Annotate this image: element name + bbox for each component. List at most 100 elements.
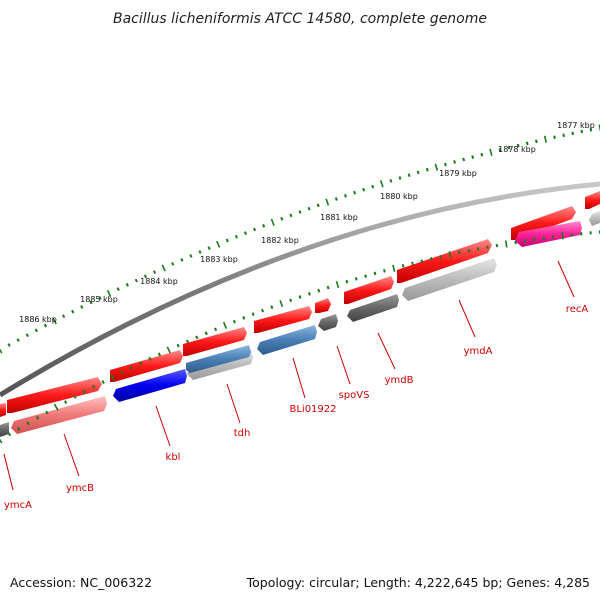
inner-tick-54: [504, 240, 508, 248]
outer-tick-17: [152, 270, 157, 275]
inner-tick-29: [270, 305, 274, 309]
forward-strand-genes: [0, 191, 600, 417]
inner-tick-1: [7, 432, 12, 437]
gene-arrow-rev-5[interactable]: [318, 314, 338, 331]
outer-tick-56: [507, 145, 511, 150]
leader-ymdB: [377, 332, 396, 370]
inner-tick-50: [467, 249, 471, 253]
outer-tick-15: [134, 278, 138, 283]
outer-tick-16: [143, 274, 148, 279]
outer-tick-60: [543, 135, 547, 143]
gene-arrow-fwd-2[interactable]: [110, 350, 183, 382]
gene-arrow-ymdB[interactable]: [347, 294, 399, 322]
inner-tick-36: [335, 281, 340, 289]
gene-label-kbl[interactable]: kbl: [166, 452, 181, 463]
gene-arrow-tdh[interactable]: [186, 345, 251, 373]
leader-tdh: [226, 383, 241, 424]
inner-tick-40: [373, 271, 377, 276]
outer-tick-2: [16, 338, 20, 342]
inner-tick-16: [148, 356, 152, 361]
outer-tick-48: [434, 163, 439, 171]
genome-backbone: [0, 181, 600, 398]
outer-tick-49: [444, 162, 447, 167]
outer-tick-26: [234, 234, 238, 239]
outer-tick-1: [7, 343, 11, 347]
inner-tick-12: [110, 373, 115, 381]
outer-tick-39: [353, 190, 357, 195]
inner-tick-ring: [0, 230, 600, 444]
gene-label-spoVS[interactable]: spoVS: [339, 390, 370, 401]
inner-tick-58: [542, 236, 545, 240]
gene-arrow-fwd-6[interactable]: [344, 276, 394, 304]
gene-label-recA[interactable]: recA: [566, 304, 589, 315]
outer-tick-29: [262, 224, 266, 228]
gene-label-ymdA[interactable]: ymdA: [464, 346, 493, 357]
outer-tick-51: [462, 157, 466, 162]
outer-tick-42: [379, 180, 384, 188]
inner-tick-35: [326, 285, 330, 290]
kbp-label-1: 1878 kbp: [498, 145, 536, 154]
gene-label-tdh[interactable]: tdh: [234, 428, 251, 439]
inner-tick-49: [458, 250, 461, 255]
gene-label-ymcB[interactable]: ymcB: [66, 483, 94, 494]
outer-tick-34: [307, 206, 311, 211]
gene-arrow-rev-10[interactable]: [589, 211, 600, 226]
outer-tick-19: [171, 262, 175, 266]
kbp-label-6: 1883 kbp: [200, 255, 238, 264]
gene-arrow-BLi01922[interactable]: [257, 325, 317, 355]
outer-tick-47: [425, 167, 429, 172]
gene-label-ymdB[interactable]: ymdB: [385, 375, 414, 386]
gene-label-BLi01922[interactable]: BLi01922: [289, 404, 336, 415]
outer-tick-21: [189, 254, 193, 258]
kbp-label-7: 1884 kbp: [140, 277, 178, 286]
outer-tick-31: [280, 216, 284, 221]
inner-tick-6: [53, 403, 59, 411]
leader-kbl: [155, 405, 171, 447]
inner-tick-14: [129, 365, 133, 370]
outer-tick-36: [325, 198, 330, 206]
gene-arrow-rev-0[interactable]: [0, 422, 9, 437]
gene-label-ymcA[interactable]: ymcA: [4, 500, 32, 511]
genome-summary-text: Topology: circular; Length: 4,222,645 bp…: [246, 575, 590, 590]
gene-arrow-kbl[interactable]: [113, 369, 187, 402]
inner-tick-23: [214, 327, 218, 332]
gene-arrow-fwd-9[interactable]: [585, 191, 600, 209]
gene-arrow-fwd-4[interactable]: [254, 306, 312, 333]
outer-tick-5: [43, 323, 48, 328]
outer-tick-43: [389, 178, 393, 183]
gene-arrow-fwd-5[interactable]: [315, 298, 331, 313]
outer-tick-55: [498, 148, 502, 152]
outer-tick-7: [62, 314, 66, 319]
map-title: Bacillus licheniformis ATCC 14580, compl…: [113, 11, 487, 27]
inner-tick-15: [138, 361, 143, 366]
outer-tick-46: [416, 170, 420, 175]
outer-tick-35: [316, 203, 320, 208]
outer-tick-64: [580, 129, 584, 134]
gene-arrow-ymcA-fwd[interactable]: [0, 403, 6, 417]
gene-arrow-recA[interactable]: [515, 221, 582, 247]
gene-arrow-fwd-1[interactable]: [7, 377, 102, 413]
inner-tick-46: [429, 257, 433, 261]
inner-tick-3: [26, 421, 30, 426]
inner-tick-38: [354, 277, 358, 281]
outer-tick-27: [243, 231, 248, 235]
outer-tick-4: [34, 328, 38, 333]
outer-tick-38: [343, 193, 347, 198]
gene-arrow-ymcB[interactable]: [11, 396, 107, 434]
gene-label-leaders: [3, 260, 575, 491]
outer-tick-3: [25, 333, 29, 338]
kbp-label-3: 1880 kbp: [380, 192, 418, 201]
gene-arrow-fwd-3[interactable]: [183, 327, 247, 356]
leader-spoVS: [336, 345, 351, 385]
outer-tick-50: [453, 160, 456, 164]
leader-ymdA: [458, 299, 476, 338]
outer-tick-28: [253, 227, 257, 232]
kbp-label-9: 1886 kbp: [19, 315, 57, 324]
gene-arrow-ymdA[interactable]: [402, 258, 497, 301]
kbp-scale-labels: 1877 kbp 1878 kbp 1879 kbp 1880 kbp 1881 kbp…: [19, 121, 595, 324]
inner-tick-60: [561, 232, 564, 240]
leader-ymcB: [63, 433, 80, 477]
inner-tick-0: [0, 438, 3, 444]
inner-tick-5: [45, 410, 49, 415]
